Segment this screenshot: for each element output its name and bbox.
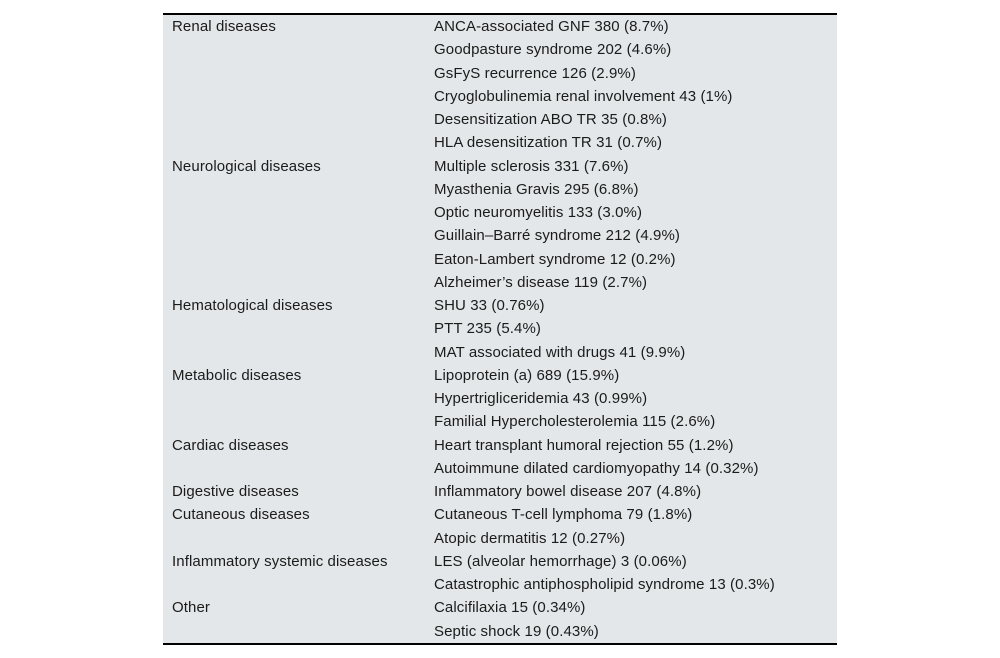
disease-entry: Cutaneous T-cell lymphoma 79 (1.8%): [434, 506, 693, 524]
category-cell: Cutaneous diseases: [163, 503, 434, 526]
entries-cell: Calcifilaxia 15 (0.34%) Septic shock 19 (…: [434, 596, 837, 643]
category-group: Digestive diseases Inflammatory bowel dis…: [163, 480, 837, 503]
entries-cell: Multiple sclerosis 331 (7.6%) Myasthenia …: [434, 155, 837, 295]
category-group: Other Calcifilaxia 15 (0.34%) Septic shock…: [163, 596, 837, 643]
diseases-table: Renal diseases ANCA-associated GNF 380 (8…: [163, 13, 837, 645]
category-label: Hematological diseases: [172, 297, 333, 314]
disease-entry: Optic neuromyelitis 133 (3.0%): [434, 204, 643, 221]
disease-entry: LES (alveolar hemorrhage) 3 (0.06%): [434, 552, 687, 570]
entries-cell: ANCA-associated GNF 380 (8.7%) Goodpastur…: [434, 15, 837, 155]
disease-entry: Eaton-Lambert syndrome 12 (0.2%): [434, 250, 676, 268]
category-label: Renal diseases: [172, 18, 276, 35]
entries-cell: Inflammatory bowel disease 207 (4.8%): [434, 480, 837, 503]
disease-entry: Familial Hypercholesterolemia 115 (2.6%): [434, 413, 716, 431]
disease-entry: SHU 33 (0.76%): [434, 297, 545, 314]
disease-entry: Alzheimer’s disease 119 (2.7%): [434, 273, 648, 291]
disease-entry: Calcifilaxia 15 (0.34%): [434, 599, 586, 617]
category-group: Cutaneous diseases Cutaneous T-cell lymph…: [163, 503, 837, 550]
entries-cell: Lipoprotein (a) 689 (15.9%) Hypertriglice…: [434, 364, 837, 434]
category-cell: Neurological diseases: [163, 155, 434, 178]
entries-cell: SHU 33 (0.76%) PTT 235 (5.4%) MAT associat…: [434, 294, 837, 364]
category-cell: Metabolic diseases: [163, 364, 434, 387]
category-group: Renal diseases ANCA-associated GNF 380 (8…: [163, 15, 837, 155]
disease-entry: Myasthenia Gravis 295 (6.8%): [434, 180, 639, 198]
category-label: Neurological diseases: [172, 157, 321, 175]
entries-cell: Heart transplant humoral rejection 55 (1…: [434, 434, 837, 481]
category-label: Other: [172, 599, 211, 617]
entries-cell: LES (alveolar hemorrhage) 3 (0.06%) Catas…: [434, 550, 837, 597]
category-label: Digestive diseases: [172, 483, 299, 500]
disease-entry: Goodpasture syndrome 202 (4.6%): [434, 41, 672, 59]
disease-entry: Heart transplant humoral rejection 55 (1…: [434, 436, 734, 454]
category-group: Metabolic diseases Lipoprotein (a) 689 (1…: [163, 364, 837, 434]
category-group: Cardiac diseases Heart transplant humoral…: [163, 434, 837, 481]
disease-entry: Desensitization ABO TR 35 (0.8%): [434, 111, 668, 128]
category-cell: Digestive diseases: [163, 480, 434, 503]
category-cell: Renal diseases: [163, 15, 434, 38]
disease-entry: Hypertrigliceridemia 43 (0.99%): [434, 390, 648, 407]
category-cell: Other: [163, 596, 434, 619]
category-label: Inflammatory systemic diseases: [172, 552, 388, 570]
disease-entry: PTT 235 (5.4%): [434, 320, 542, 338]
disease-entry: Atopic dermatitis 12 (0.27%): [434, 529, 626, 547]
disease-entry: Autoimmune dilated cardiomyopathy 14 (0.…: [434, 459, 759, 477]
category-group: Neurological diseases Multiple sclerosis …: [163, 155, 837, 295]
disease-entry: MAT associated with drugs 41 (9.9%): [434, 343, 686, 361]
disease-entry: HLA desensitization TR 31 (0.7%): [434, 134, 663, 152]
category-cell: Cardiac diseases: [163, 434, 434, 457]
category-label: Metabolic diseases: [172, 366, 302, 384]
disease-entry: ANCA-associated GNF 380 (8.7%): [434, 18, 669, 35]
disease-entry: Catastrophic antiphospholipid syndrome 1…: [434, 576, 775, 593]
disease-entry: Cryoglobulinemia renal involvement 43 (1…: [434, 87, 733, 105]
category-label: Cutaneous diseases: [172, 506, 310, 524]
category-cell: Inflammatory systemic diseases: [163, 550, 434, 573]
disease-entry: Multiple sclerosis 331 (7.6%): [434, 157, 629, 175]
category-cell: Hematological diseases: [163, 294, 434, 317]
category-group: Hematological diseases SHU 33 (0.76%) PTT …: [163, 294, 837, 364]
disease-entry: Lipoprotein (a) 689 (15.9%): [434, 366, 620, 384]
category-group: Inflammatory systemic diseases LES (alveo…: [163, 550, 837, 597]
disease-entry: GsFyS recurrence 126 (2.9%): [434, 64, 636, 82]
disease-entry: Septic shock 19 (0.43%): [434, 622, 599, 640]
disease-entry: Guillain–Barré syndrome 212 (4.9%): [434, 227, 681, 245]
category-label: Cardiac diseases: [172, 436, 289, 454]
entries-cell: Cutaneous T-cell lymphoma 79 (1.8%) Atopi…: [434, 503, 837, 550]
disease-entry: Inflammatory bowel disease 207 (4.8%): [434, 483, 702, 500]
